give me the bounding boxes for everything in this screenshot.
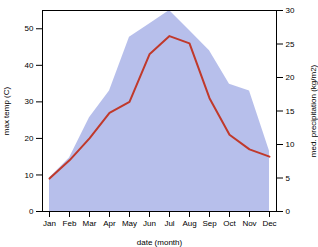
svg-text:May: May xyxy=(122,219,137,228)
svg-text:Apr: Apr xyxy=(103,219,116,228)
svg-text:Mar: Mar xyxy=(83,219,97,228)
svg-text:0: 0 xyxy=(286,207,291,216)
svg-text:Dec: Dec xyxy=(262,219,276,228)
svg-text:Oct: Oct xyxy=(223,219,236,228)
svg-text:0: 0 xyxy=(29,207,34,216)
svg-text:med. precipitation (kg/m2): med. precipitation (kg/m2) xyxy=(309,64,318,157)
svg-text:Jun: Jun xyxy=(143,219,156,228)
svg-text:max temp (C): max temp (C) xyxy=(2,86,11,135)
svg-text:20: 20 xyxy=(25,134,34,143)
svg-text:20: 20 xyxy=(286,73,295,82)
svg-text:40: 40 xyxy=(25,61,34,70)
svg-text:Sep: Sep xyxy=(202,219,217,228)
svg-text:date (month): date (month) xyxy=(137,238,183,247)
svg-text:30: 30 xyxy=(25,97,34,106)
svg-text:Jan: Jan xyxy=(43,219,56,228)
svg-text:30: 30 xyxy=(286,6,295,15)
svg-text:Aug: Aug xyxy=(182,219,196,228)
svg-text:5: 5 xyxy=(286,174,291,183)
svg-text:Jul: Jul xyxy=(164,219,174,228)
svg-text:15: 15 xyxy=(286,107,295,116)
svg-text:Feb: Feb xyxy=(63,219,77,228)
svg-text:25: 25 xyxy=(286,40,295,49)
svg-text:10: 10 xyxy=(25,171,34,180)
svg-text:10: 10 xyxy=(286,140,295,149)
svg-text:Nov: Nov xyxy=(242,219,256,228)
svg-text:50: 50 xyxy=(25,24,34,33)
